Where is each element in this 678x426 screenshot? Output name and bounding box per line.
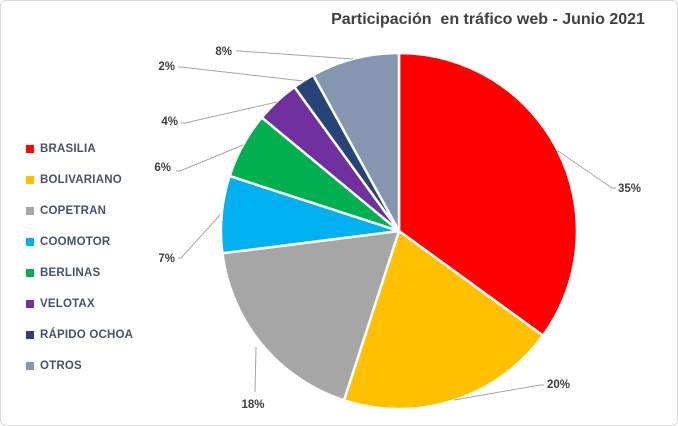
leader-line-bolivariano (453, 384, 544, 401)
slice-percent-label-bolivariano: 20% (547, 379, 570, 391)
leader-line-copetran (254, 346, 257, 393)
slice-percent-label-velotax: 4% (161, 116, 178, 128)
slice-percent-label-brasilia: 35% (618, 183, 641, 195)
legend-item-label: BRASILIA (40, 143, 96, 155)
leader-line-coomotor (178, 214, 221, 259)
legend-item-label: OTROS (40, 360, 82, 372)
legend-item-berlinas: BERLINAS (26, 267, 133, 279)
legend: BRASILIA BOLIVARIANO COPETRAN COOMOTOR BERLI… (26, 143, 133, 372)
slice-percent-label-berlinas: 6% (154, 162, 171, 174)
legend-item-label: BERLINAS (40, 267, 101, 279)
legend-item-label: BOLIVARIANO (40, 174, 122, 186)
slice-percent-label-coomotor: 7% (158, 253, 175, 265)
leader-line-berlinas (176, 144, 244, 172)
legend-item-label: COOMOTOR (40, 236, 111, 248)
legend-marker-icon (26, 331, 34, 339)
legend-marker-icon (26, 145, 34, 153)
legend-marker-icon (26, 300, 34, 308)
legend-item-bolivariano: BOLIVARIANO (26, 174, 133, 186)
leader-line-brasilia (557, 150, 616, 189)
legend-item-label: RÁPIDO OCHOA (40, 329, 134, 341)
legend-item-velotax: VELOTAX (26, 298, 133, 310)
legend-item-copetran: COPETRAN (26, 205, 133, 217)
pie-slice-brasilia (397, 51, 579, 337)
leader-line-r-pido-ochoa (178, 66, 304, 82)
slice-percent-label-r-pido-ochoa: 2% (158, 61, 175, 73)
pie-slice-otros (311, 51, 401, 233)
legend-marker-icon (26, 269, 34, 277)
slice-percent-label-otros: 8% (215, 46, 232, 58)
leader-line-otros (236, 50, 354, 60)
legend-item-label: VELOTAX (40, 298, 95, 310)
legend-item-otros: OTROS (26, 360, 133, 372)
legend-marker-icon (26, 238, 34, 246)
legend-item-label: COPETRAN (40, 205, 107, 217)
pie-slice-copetran (221, 229, 401, 402)
pie-slice-bolivariano (342, 229, 545, 411)
legend-marker-icon (26, 176, 34, 184)
legend-marker-icon (26, 207, 34, 215)
slice-percent-label-copetran: 18% (241, 399, 264, 411)
legend-item-coomotor: COOMOTOR (26, 236, 133, 248)
leader-line-velotax (181, 101, 278, 124)
legend-marker-icon (26, 362, 34, 370)
chart-title: Participación en tráfico web - Junio 202… (331, 11, 645, 28)
legend-item-r-pido-ochoa: RÁPIDO OCHOA (26, 329, 133, 341)
legend-item-brasilia: BRASILIA (26, 143, 133, 155)
